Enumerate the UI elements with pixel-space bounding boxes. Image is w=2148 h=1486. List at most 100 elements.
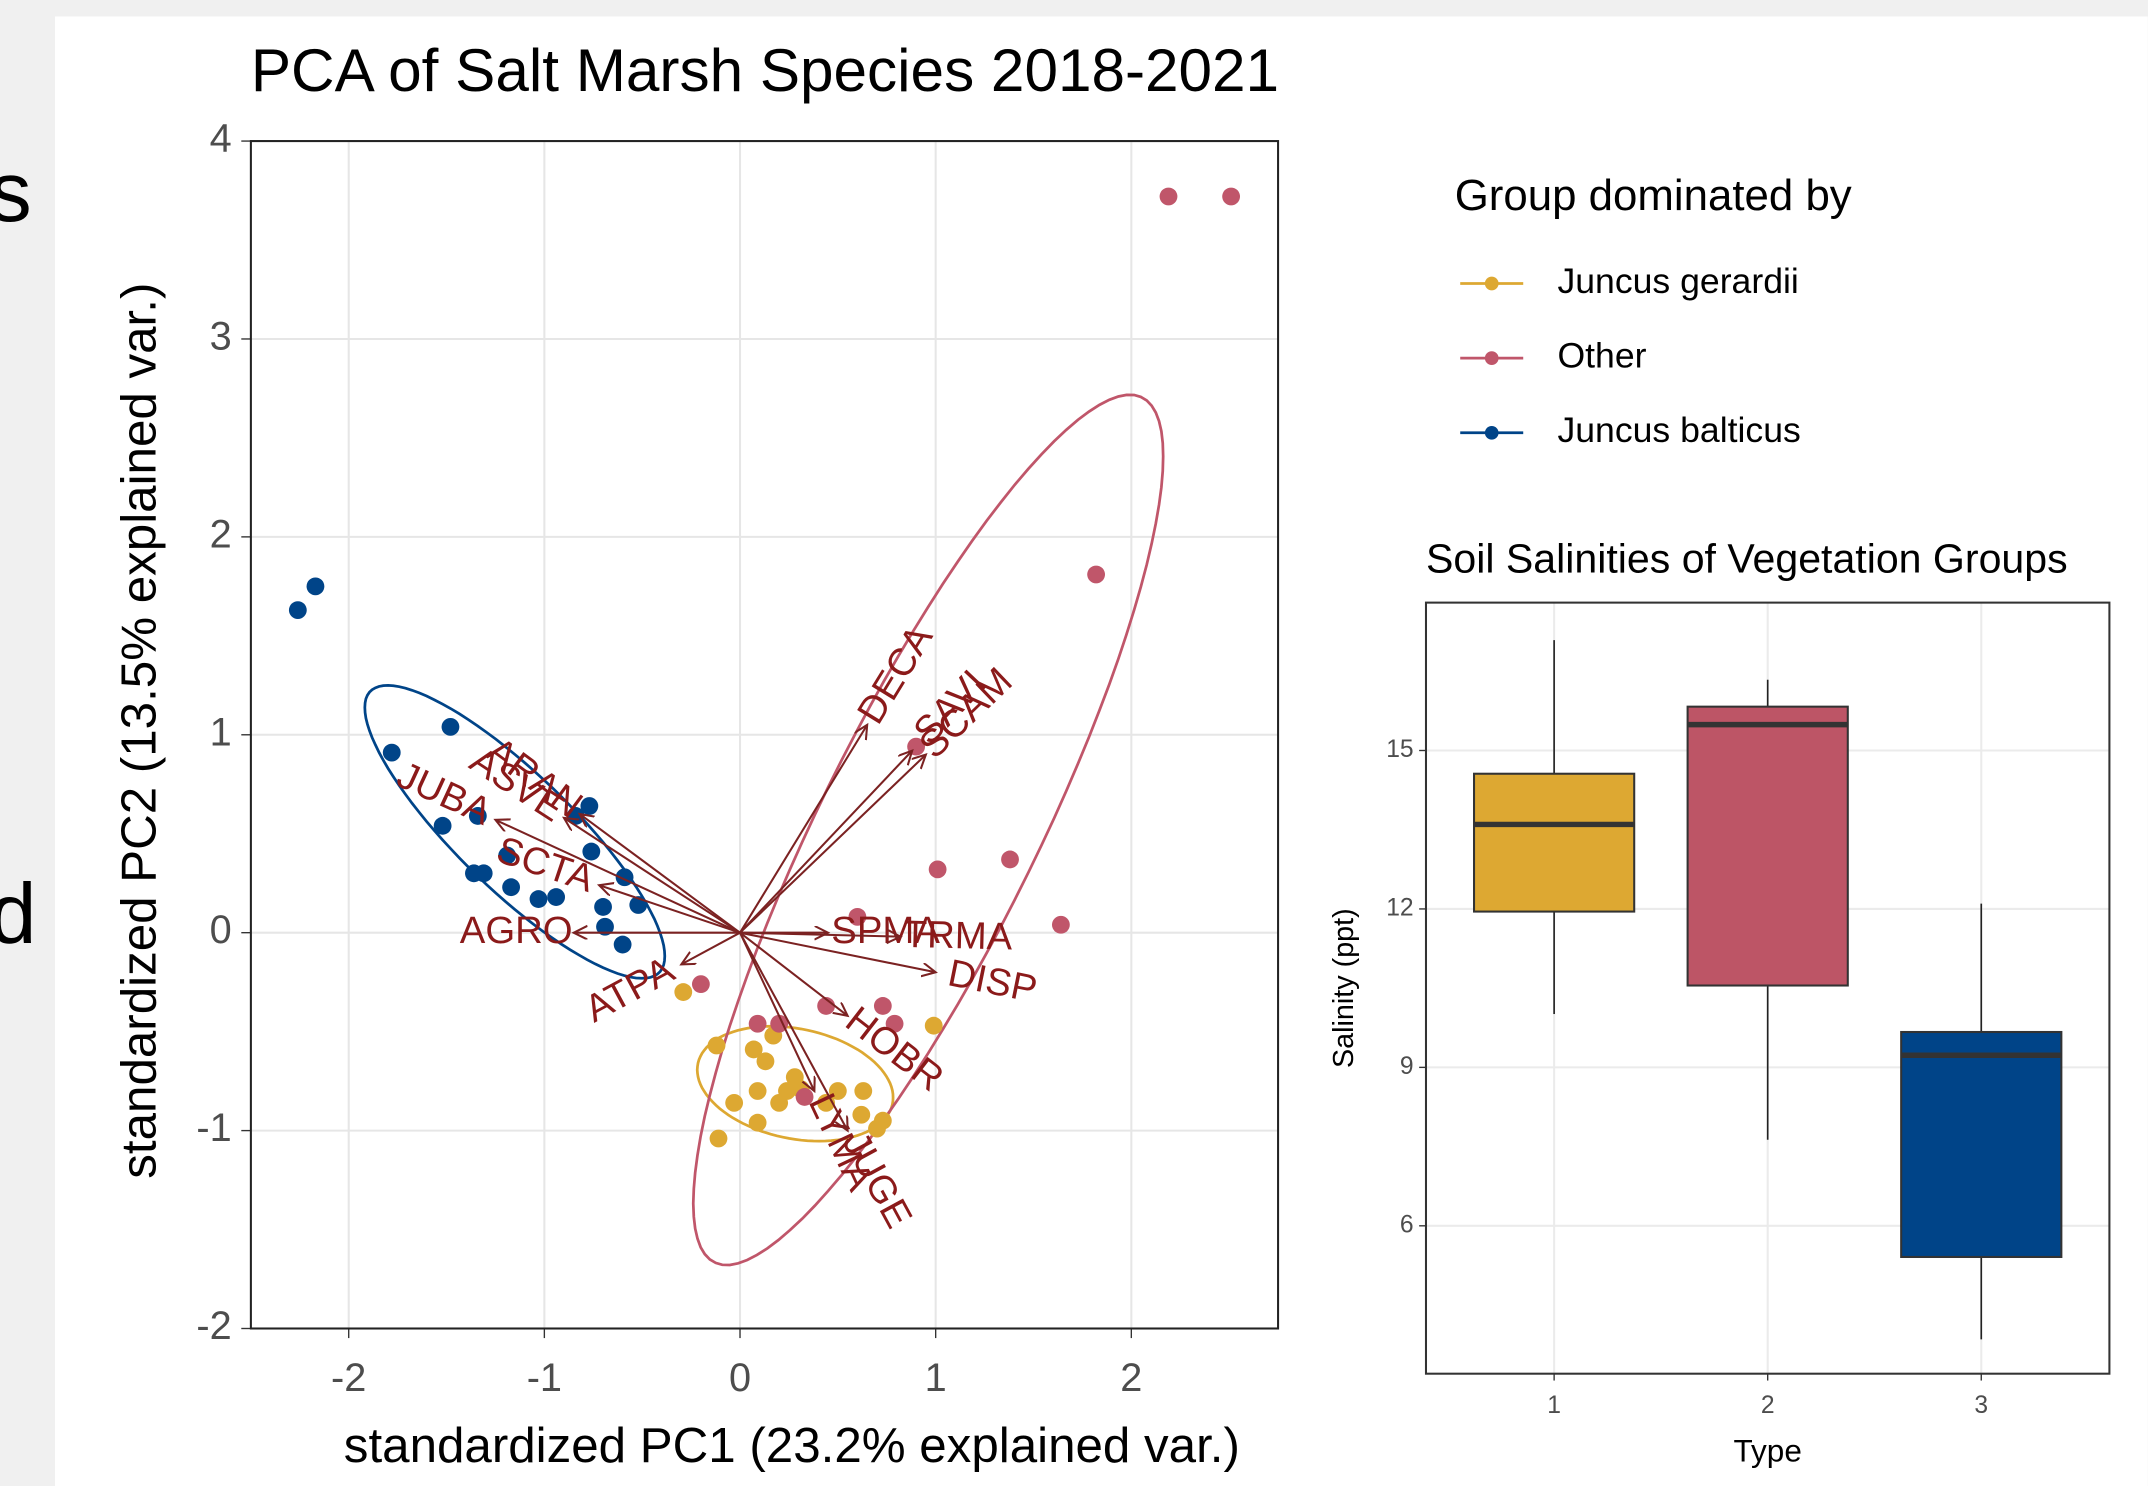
point [748, 1082, 767, 1100]
x-tick-label: 1 [925, 1356, 947, 1400]
point [707, 1036, 726, 1055]
loading-arrow [495, 820, 741, 934]
point [691, 975, 710, 994]
point [873, 1111, 892, 1130]
legend-label: Juncus balticus [1557, 410, 1800, 450]
point [382, 743, 401, 762]
point [756, 1052, 775, 1071]
point [924, 1016, 943, 1035]
y-tick-label: 1 [210, 710, 232, 754]
point [1001, 850, 1019, 869]
box [1686, 705, 1849, 987]
loading-label: TRMA [903, 913, 1013, 959]
y-tick-label: 4 [210, 117, 232, 161]
point [848, 907, 867, 926]
y-tick-label: 2 [210, 512, 232, 556]
y-axis-label: standardized PC2 (13.5% explained var.) [112, 283, 167, 1179]
chart-title: Soil Salinities of Vegetation Groups [1426, 535, 2068, 581]
legend-dot [1484, 425, 1499, 440]
point [674, 983, 693, 1001]
y-tick-label: 6 [1400, 1211, 1414, 1238]
box-chart: Soil Salinities of Vegetation Groups6912… [1328, 535, 2111, 1468]
point [498, 846, 517, 865]
loading-arrow [580, 814, 741, 934]
x-tick-label: 2 [1120, 1356, 1142, 1400]
point [709, 1129, 728, 1148]
point [1159, 187, 1178, 206]
loading-arrow [739, 755, 926, 934]
y-axis-label: Salinity (ppt) [1328, 908, 1360, 1068]
loading-arrow [599, 885, 741, 934]
chart-title: PCA of Salt Marsh Species 2018-2021 [251, 36, 1279, 104]
y-tick-label: 12 [1386, 894, 1413, 921]
point [1222, 187, 1241, 206]
y-tick-label: 3 [210, 314, 232, 358]
ellipse [691, 393, 1165, 1267]
point [582, 842, 601, 861]
x-tick-label: -1 [527, 1356, 562, 1400]
loading-arrow [739, 725, 867, 934]
y-tick-label: 9 [1400, 1053, 1414, 1080]
x-axis-label: standardized PC1 (23.2% explained var.) [344, 1418, 1240, 1473]
point [748, 1113, 767, 1132]
x-axis-label: Type [1734, 1432, 1802, 1468]
y-tick-label: 15 [1386, 736, 1413, 763]
point [1087, 565, 1106, 584]
point [502, 878, 521, 897]
point [1051, 915, 1070, 934]
point [725, 1093, 744, 1112]
point [613, 935, 632, 954]
point [306, 577, 325, 596]
loading-arrow [739, 931, 936, 973]
point [547, 888, 566, 906]
point [873, 997, 892, 1015]
pca-chart: PCA of Salt Marsh Species 2018-2021 -2 -1 0… [112, 36, 1852, 1473]
point [852, 1105, 871, 1124]
panel-border [1424, 601, 2111, 1375]
point [778, 1082, 796, 1100]
x-tick-label: 3 [1974, 1392, 1988, 1419]
point [596, 917, 614, 936]
point [744, 1040, 763, 1059]
point [928, 860, 947, 879]
loading-arrow [739, 751, 912, 934]
legend-label: Juncus gerardii [1557, 261, 1798, 301]
point [854, 1082, 873, 1100]
loading-arrow [681, 931, 741, 965]
loading-arrow [739, 932, 848, 1131]
legend-title: Group dominated by [1455, 171, 1852, 220]
x-tick-label: 1 [1547, 1392, 1561, 1419]
box [1473, 772, 1636, 913]
point [748, 1014, 767, 1033]
y-tick-label: -2 [196, 1304, 231, 1348]
ellipse [695, 1024, 895, 1143]
cropped-text: s [0, 144, 32, 239]
legend-label: Other [1557, 336, 1646, 376]
point [529, 890, 548, 908]
loading-arrow [739, 931, 848, 1016]
point [770, 1014, 789, 1033]
point [828, 1082, 847, 1100]
panel-border [249, 140, 1280, 1330]
point [468, 807, 487, 825]
x-tick-label: -2 [331, 1356, 366, 1400]
loading-arrow [739, 932, 814, 1091]
point [441, 717, 460, 736]
point [474, 864, 493, 883]
loading-label: SPMA [831, 909, 940, 952]
legend-dot [1484, 351, 1499, 365]
point [433, 816, 452, 835]
cropped-text: d [0, 866, 37, 961]
loading-arrow [564, 818, 741, 934]
x-tick-label: 2 [1761, 1392, 1775, 1419]
point [885, 1014, 904, 1033]
point [288, 601, 307, 620]
point [594, 898, 612, 916]
x-tick-label: 0 [729, 1356, 751, 1400]
y-tick-label: 0 [210, 908, 232, 952]
loading-label: AGRO [460, 909, 573, 952]
loading-arrow [739, 933, 900, 937]
legend-dot [1484, 276, 1499, 291]
point [580, 797, 599, 815]
